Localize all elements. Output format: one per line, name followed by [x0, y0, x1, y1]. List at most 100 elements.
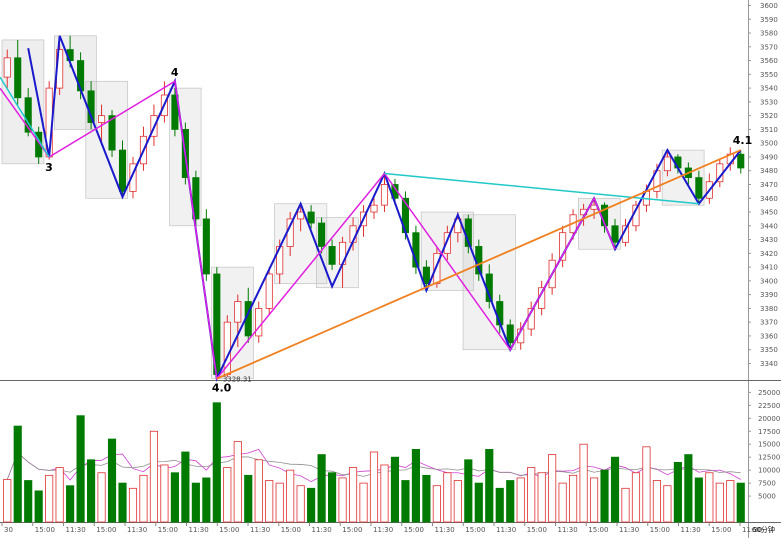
price-tick-label: 3540	[760, 85, 778, 93]
candle-body	[663, 156, 671, 172]
volume-tick-label: 17500	[758, 428, 780, 436]
volume-bar	[254, 459, 263, 523]
volume-bar	[369, 451, 379, 523]
candle-body	[129, 163, 137, 192]
price-tick-label: 3510	[760, 126, 778, 134]
volume-bar	[160, 464, 169, 523]
volume-bar	[328, 472, 337, 523]
time-tick-label: 15:00	[281, 526, 301, 534]
candle-body	[307, 211, 315, 224]
candle-body	[98, 115, 106, 123]
candle-body	[265, 273, 273, 309]
volume-bar	[390, 456, 400, 523]
volume-bar	[610, 456, 620, 523]
candle-body	[328, 246, 336, 265]
candle-body	[118, 149, 127, 192]
volume-bar	[244, 474, 253, 523]
volume-bar	[527, 467, 536, 523]
price-tick-label: 3600	[760, 2, 778, 10]
volume-bar	[705, 472, 714, 523]
volume-bar	[97, 472, 106, 523]
price-tick-label: 3560	[760, 57, 778, 65]
volume-bar	[453, 480, 462, 523]
candle-body	[611, 225, 619, 243]
price-tick-label: 3550	[760, 71, 778, 79]
volume-bar	[66, 485, 75, 523]
price-tick-label: 3570	[760, 43, 778, 51]
volume-bar	[652, 480, 661, 523]
volume-bar	[107, 438, 117, 523]
volume-bar	[34, 490, 43, 523]
candle-body	[559, 232, 567, 261]
volume-bar	[307, 487, 316, 523]
price-tick-label: 3440	[760, 222, 778, 230]
price-tick-label: 3580	[760, 30, 778, 38]
volume-bar	[317, 454, 326, 523]
volume-bar	[726, 480, 735, 523]
time-tick-label: 11:30	[66, 526, 86, 534]
volume-bar	[736, 482, 745, 523]
text-labels: 3 4 4.0 4.1 3328.31	[45, 66, 752, 394]
volume-tick-label: 15000	[758, 441, 780, 449]
volume-bar	[348, 467, 358, 523]
volume-bar	[13, 425, 22, 523]
time-tick-label: 11:30	[619, 526, 639, 534]
volume-bar	[128, 487, 138, 523]
price-tick-label: 3480	[760, 167, 778, 175]
time-tick-label: 11:30	[189, 526, 209, 534]
volume-bar	[380, 464, 389, 523]
time-tick-label: 15:00	[711, 526, 731, 534]
price-tick-label: 3390	[760, 291, 778, 299]
time-tick-label: 15:00	[342, 526, 362, 534]
candle-body	[380, 184, 389, 206]
volume-bar	[548, 454, 557, 523]
volume-bar	[275, 482, 284, 523]
time-tick-label: 11:30	[742, 526, 762, 534]
volume-bar	[443, 472, 452, 523]
time-tick-label: 15:00	[527, 526, 547, 534]
candle-body	[108, 115, 116, 151]
candle-body	[443, 232, 451, 254]
volume-bar	[464, 459, 473, 523]
trendline-cyan	[0, 76, 50, 158]
time-tick-label: 11:30	[127, 526, 147, 534]
volume-bar	[631, 472, 641, 523]
price-tick-label: 3460	[760, 195, 778, 203]
volume-tick-label: 12500	[758, 454, 780, 462]
volume-bar	[673, 461, 682, 523]
volume-bar	[422, 474, 431, 523]
volume-bar	[589, 477, 599, 523]
time-tick-label: 11:30	[312, 526, 332, 534]
candle-body	[192, 177, 200, 220]
time-tick-label: 15:00	[588, 526, 608, 534]
price-tick-label: 3360	[760, 332, 778, 340]
volume-bar	[3, 479, 12, 523]
volume-bar	[411, 449, 420, 523]
price-tick-label: 3340	[760, 360, 778, 368]
volume-bar	[76, 415, 85, 523]
time-tick-label: 15:00	[219, 526, 239, 534]
candle-body	[422, 266, 430, 285]
time-tick-label: 11:30	[681, 526, 701, 534]
price-tick-label: 3520	[760, 112, 778, 120]
price-tick-label: 3370	[760, 319, 778, 327]
volume-bar	[223, 467, 232, 523]
price-tick-label: 3400	[760, 277, 778, 285]
time-tick-label: 15:00	[158, 526, 178, 534]
volume-bar	[265, 480, 274, 523]
volume-bar	[715, 482, 724, 523]
volume-bars	[3, 402, 745, 523]
volume-bar	[296, 485, 305, 523]
candle-body	[171, 94, 179, 130]
period-label: 60分钟	[752, 525, 775, 534]
candle-body	[454, 218, 462, 234]
volume-tick-label: 22500	[758, 402, 780, 410]
volume-tick-label: 25000	[758, 389, 780, 397]
price-tick-label: 3590	[760, 16, 778, 24]
volume-bar	[149, 430, 159, 523]
candle-body	[24, 97, 32, 133]
volume-bar	[55, 467, 64, 523]
